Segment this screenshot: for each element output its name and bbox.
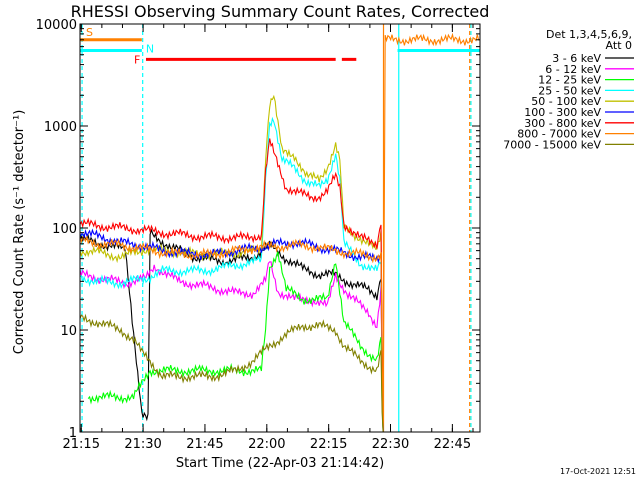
legend-label: 800 - 7000 keV xyxy=(517,128,601,141)
legend-label: 6 - 12 keV xyxy=(545,63,601,76)
y-tick-label: 100 xyxy=(52,222,77,237)
flag-label: F xyxy=(134,53,140,66)
legend-label: 3 - 6 keV xyxy=(552,52,601,65)
x-tick-label: 22:30 xyxy=(372,437,409,452)
series-line xyxy=(79,313,384,433)
series-line xyxy=(79,261,384,433)
x-tick-label: 22:45 xyxy=(434,437,471,452)
footer-date: 17-Oct-2021 12:51 xyxy=(560,467,636,476)
vertical-marker-lines xyxy=(81,24,472,432)
y-tick-label: 10 xyxy=(60,324,77,339)
axis-ticks: 21:15 21:30 21:45 22:00 22:15 22:30 22:45 1 10 10… xyxy=(36,18,480,452)
legend-header: Det 1,3,4,5,6,9, xyxy=(546,28,632,41)
flag-label: N xyxy=(146,42,154,55)
x-tick-label: 21:30 xyxy=(124,437,161,452)
legend-header: Att 0 xyxy=(606,39,632,52)
chart-title: RHESSI Observing Summary Count Rates, Co… xyxy=(71,2,490,21)
legend-label: 7000 - 15000 keV xyxy=(503,138,601,151)
legend-label: 12 - 25 keV xyxy=(538,74,601,87)
series-line xyxy=(79,228,384,433)
x-tick-label: 22:15 xyxy=(310,437,347,452)
legend-label: 100 - 300 keV xyxy=(524,106,601,119)
x-tick-label: 22:00 xyxy=(248,437,285,452)
legend-label: 300 - 800 keV xyxy=(524,117,601,130)
data-series xyxy=(79,32,481,433)
series-line xyxy=(79,32,481,433)
y-tick-label: 1 xyxy=(69,426,77,441)
series-line xyxy=(79,228,384,433)
series-line xyxy=(79,138,384,433)
x-tick-label: 21:15 xyxy=(63,437,100,452)
x-axis-label: Start Time (22-Apr-03 21:14:42) xyxy=(176,456,384,471)
legend-label: 25 - 50 keV xyxy=(538,84,601,97)
flag-label: S xyxy=(86,26,93,39)
x-tick-label: 21:45 xyxy=(186,437,223,452)
legend-label: 50 - 100 keV xyxy=(531,95,601,108)
y-tick-label: 10000 xyxy=(36,18,77,33)
series-line xyxy=(79,116,384,433)
flag-bars: S NF xyxy=(80,26,480,66)
y-tick-label: 1000 xyxy=(44,120,77,135)
series-line xyxy=(79,94,384,433)
plot-frame xyxy=(79,23,481,433)
y-axis-label: Corrected Count Rate (s⁻¹ detector⁻¹) xyxy=(12,110,27,355)
